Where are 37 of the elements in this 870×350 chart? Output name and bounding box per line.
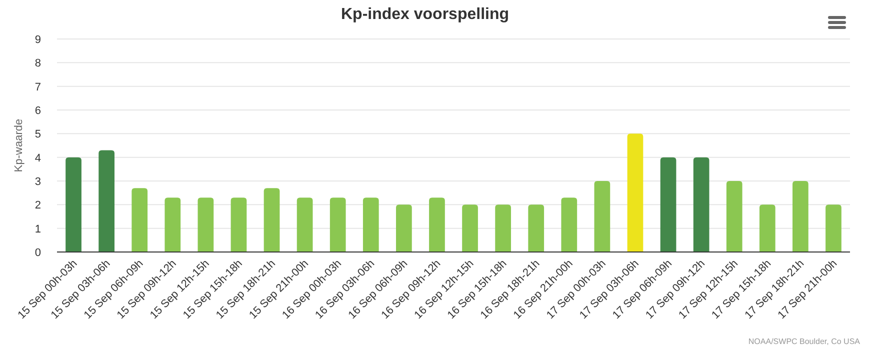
bar — [462, 204, 478, 252]
bar — [198, 198, 214, 252]
text: NOAA/SWPC Boulder, Co USA — [748, 337, 861, 346]
bar — [792, 181, 808, 252]
bar — [528, 204, 544, 252]
chart-title: Kp-index voorspelling — [340, 6, 510, 23]
bar — [264, 188, 280, 252]
bar — [98, 150, 114, 252]
y-tick-label: 4 — [34, 152, 41, 164]
bar — [693, 157, 710, 252]
y-tick-label: 2 — [34, 200, 41, 212]
bar — [396, 204, 412, 252]
y-tick-label: 8 — [34, 58, 41, 70]
bar — [627, 134, 644, 252]
bar — [66, 157, 82, 252]
bar — [726, 181, 742, 252]
y-axis-title: Kp-waarde — [13, 118, 25, 172]
bar — [296, 198, 313, 252]
bar — [660, 157, 676, 252]
bar — [594, 181, 610, 252]
y-tick-label: 1 — [34, 223, 41, 236]
bar — [362, 198, 379, 252]
y-tick-label: 9 — [34, 34, 41, 46]
y-tick-label: 6 — [34, 105, 41, 117]
bar — [230, 198, 247, 252]
y-tick-label: 0 — [34, 247, 41, 259]
y-tick-label: 3 — [34, 176, 41, 188]
y-tick-label: 5 — [34, 128, 41, 141]
bar — [330, 198, 346, 252]
bar — [826, 204, 842, 252]
y-tick-label: 7 — [34, 81, 41, 94]
bar — [429, 198, 445, 252]
bar — [495, 204, 511, 252]
bar — [759, 204, 776, 252]
bar — [132, 188, 148, 252]
bar — [561, 198, 578, 252]
bar — [164, 198, 181, 252]
